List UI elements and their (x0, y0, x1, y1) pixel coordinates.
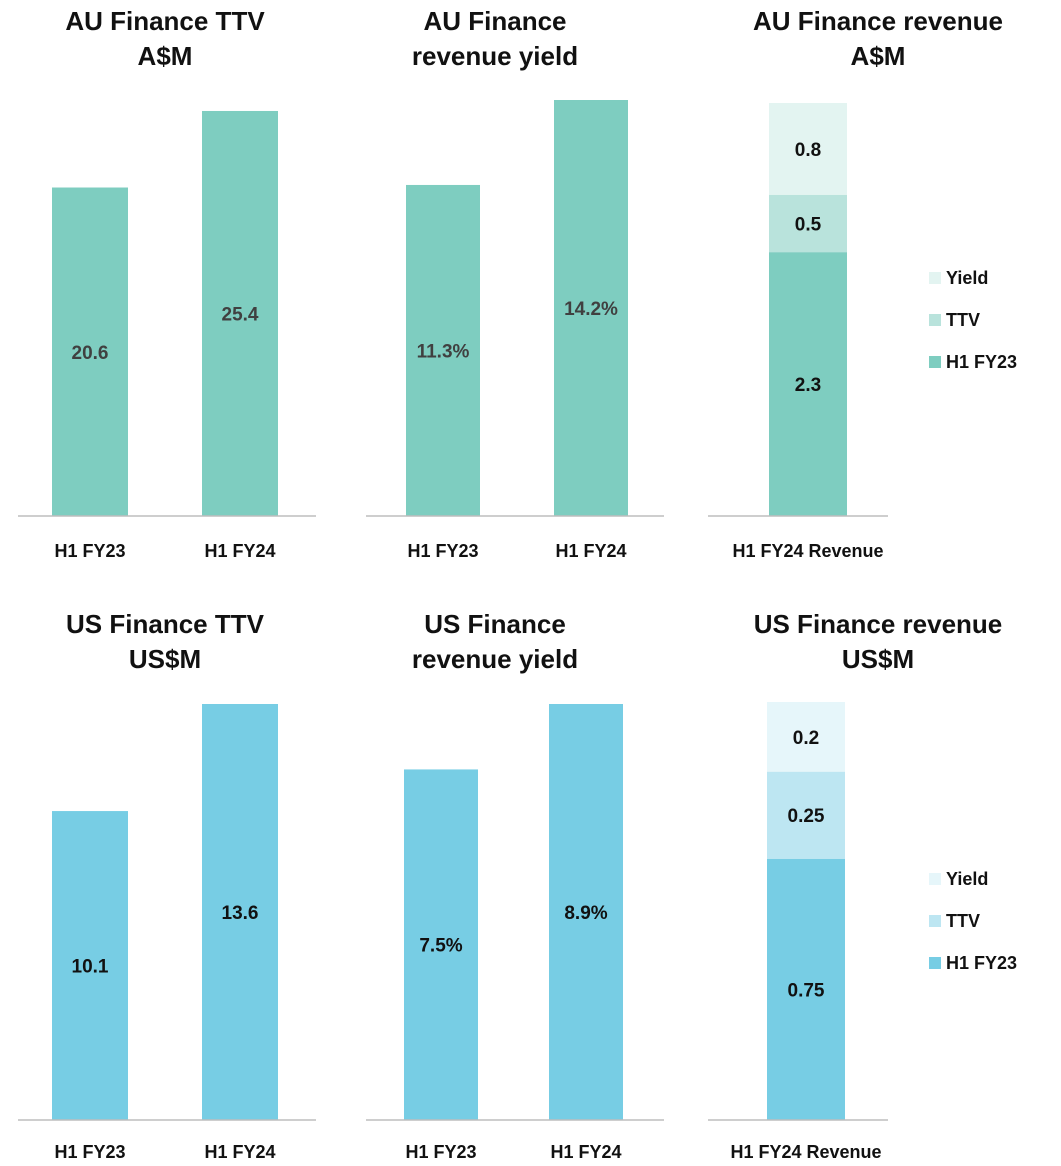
tick-label-h1-fy23: H1 FY23 (405, 1142, 476, 1162)
data-label-h1-fy24: 13.6 (222, 903, 259, 924)
stack-segment-yield (767, 702, 845, 772)
segment-label-yield: 0.8 (795, 140, 821, 161)
legend-swatch-h1-fy23 (929, 957, 941, 969)
chart-title-line-2: revenue yield (412, 41, 578, 71)
chart-title-line-1: US Finance revenue (754, 609, 1003, 639)
chart-panel-2: AU Finance revenue yield 11.3% H1 FY23 14.2%… (366, 6, 664, 561)
data-label-h1-fy23: 20.6 (72, 343, 109, 364)
tick-label-h1-fy24-revenue: H1 FY24 Revenue (730, 1142, 881, 1162)
tick-label-h1-fy24: H1 FY24 (204, 541, 275, 561)
bar-h1-fy24 (554, 100, 628, 516)
data-label-h1-fy24: 25.4 (222, 304, 259, 325)
stack-segment-ttv (767, 771, 845, 859)
chart-title-line-1: AU Finance TTV (65, 6, 265, 36)
segment-label-h1-fy23: 0.75 (788, 980, 825, 1001)
stack-segment-h1-fy23 (769, 252, 847, 516)
legend-label-yield: Yield (946, 268, 988, 288)
bar-h1-fy24 (549, 704, 623, 1120)
chart-title-line-2: A$M (851, 41, 906, 71)
chart-panel-3: AU Finance revenue A$M 2.3 0.5 0.8 H1 FY24 Re… (708, 6, 1017, 561)
chart-title-line-2: A$M (138, 41, 193, 71)
chart-title-line-1: US Finance (424, 609, 566, 639)
segment-label-ttv: 0.5 (795, 214, 822, 235)
chart-panel-6: US Finance revenue US$M 0.75 0.25 0.2 H1 FY24… (708, 609, 1017, 1162)
tick-label-h1-fy23: H1 FY23 (54, 541, 125, 561)
tick-label-h1-fy23: H1 FY23 (54, 1142, 125, 1162)
legend-swatch-yield (929, 873, 941, 885)
legend-label-h1-fy23: H1 FY23 (946, 352, 1017, 372)
bar-h1-fy23 (404, 769, 478, 1120)
tick-label-h1-fy23: H1 FY23 (407, 541, 478, 561)
chart-panel-5: US Finance revenue yield 7.5% H1 FY23 8.9% H1… (366, 609, 664, 1162)
legend-label-ttv: TTV (946, 911, 980, 931)
legend-label-h1-fy23: H1 FY23 (946, 953, 1017, 973)
bar-h1-fy23 (52, 187, 128, 516)
stack-segment-ttv (769, 194, 847, 253)
chart-panel-4: US Finance TTV US$M 10.1 H1 FY23 13.6 H1 FY24 (18, 609, 316, 1162)
stack-segment-h1-fy23 (767, 858, 845, 1120)
data-label-h1-fy23: 11.3% (417, 341, 470, 362)
chart-title-line-1: AU Finance revenue (753, 6, 1003, 36)
legend-swatch-h1-fy23 (929, 356, 941, 368)
data-label-h1-fy23: 10.1 (72, 957, 109, 978)
chart-title-line-2: revenue yield (412, 644, 578, 674)
chart-title-line-1: AU Finance (423, 6, 566, 36)
legend-swatch-ttv (929, 314, 941, 326)
segment-label-h1-fy23: 2.3 (795, 375, 821, 396)
chart-title-line-1: US Finance TTV (66, 609, 265, 639)
tick-label-h1-fy24: H1 FY24 (550, 1142, 621, 1162)
segment-label-ttv: 0.25 (788, 806, 825, 827)
chart-panel-1: AU Finance TTV A$M 20.6 H1 FY23 25.4 H1 FY24 (18, 6, 316, 561)
legend-swatch-yield (929, 272, 941, 284)
data-label-h1-fy24: 14.2% (564, 299, 618, 320)
legend-swatch-ttv (929, 915, 941, 927)
chart-title-line-2: US$M (129, 644, 201, 674)
bar-h1-fy24 (202, 110, 278, 517)
bar-h1-fy23 (406, 184, 480, 516)
legend-label-yield: Yield (946, 869, 988, 889)
tick-label-h1-fy24: H1 FY24 (555, 541, 626, 561)
chart-title-line-2: US$M (842, 644, 914, 674)
bar-h1-fy24 (202, 704, 278, 1120)
stack-segment-yield (769, 103, 847, 195)
segment-label-yield: 0.2 (793, 728, 819, 749)
tick-label-h1-fy24: H1 FY24 (204, 1142, 275, 1162)
legend-label-ttv: TTV (946, 310, 980, 330)
data-label-h1-fy23: 7.5% (419, 936, 462, 957)
data-label-h1-fy24: 8.9% (564, 903, 607, 924)
bar-h1-fy23 (52, 811, 128, 1120)
tick-label-h1-fy24-revenue: H1 FY24 Revenue (732, 541, 883, 561)
